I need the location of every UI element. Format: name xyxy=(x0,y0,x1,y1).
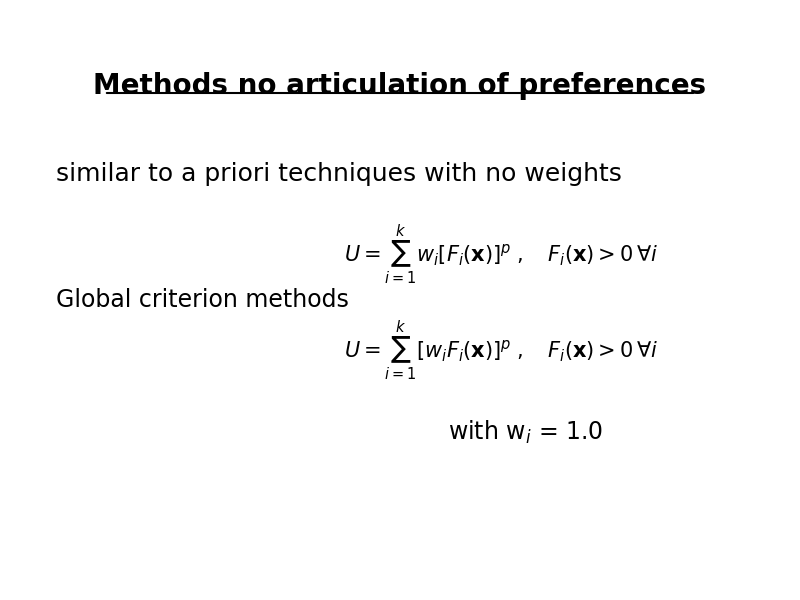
Text: $U = \sum_{i=1}^{k} w_i[F_i(\mathbf{x})]^p \;,\quad F_i(\mathbf{x}) > 0\,\forall: $U = \sum_{i=1}^{k} w_i[F_i(\mathbf{x})]… xyxy=(344,224,658,286)
Text: Global criterion methods: Global criterion methods xyxy=(56,288,349,312)
Text: $U = \sum_{i=1}^{k} [w_i F_i(\mathbf{x})]^p \;,\quad F_i(\mathbf{x}) > 0\,\foral: $U = \sum_{i=1}^{k} [w_i F_i(\mathbf{x})… xyxy=(344,320,658,382)
Text: with w$_i$ = 1.0: with w$_i$ = 1.0 xyxy=(448,418,603,446)
Text: Methods no articulation of preferences: Methods no articulation of preferences xyxy=(94,72,706,100)
Text: similar to a priori techniques with no weights: similar to a priori techniques with no w… xyxy=(56,162,622,186)
